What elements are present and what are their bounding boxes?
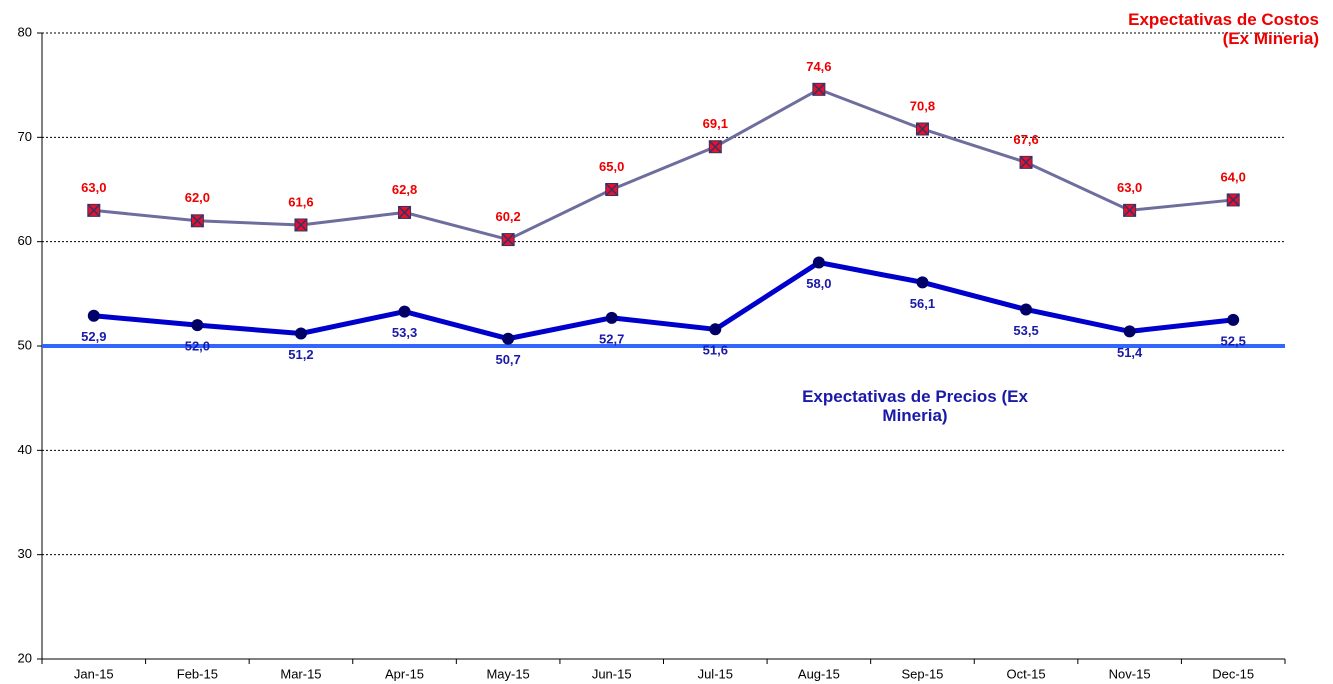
marker-cross <box>1226 193 1240 207</box>
series-line <box>93 259 1234 342</box>
data-label: 65,0 <box>599 159 624 174</box>
data-label: 53,3 <box>392 325 417 340</box>
series-line <box>93 87 1234 242</box>
data-label: 62,8 <box>392 182 417 197</box>
marker-cross <box>915 122 929 136</box>
y-tick-label: 80 <box>18 24 32 39</box>
marker <box>605 311 618 324</box>
x-tick-label: May-15 <box>486 666 529 681</box>
data-label: 52,5 <box>1221 333 1246 348</box>
data-label: 67,6 <box>1013 132 1038 147</box>
marker <box>1123 325 1136 338</box>
x-tick-label: Jun-15 <box>592 666 632 681</box>
y-tick-label: 40 <box>18 442 32 457</box>
marker <box>294 327 307 340</box>
marker-cross <box>1123 203 1137 217</box>
marker-cross <box>190 214 204 228</box>
x-tick-label: Apr-15 <box>385 666 424 681</box>
y-tick-label: 70 <box>18 129 32 144</box>
data-label: 60,2 <box>495 209 520 224</box>
data-label: 64,0 <box>1221 169 1246 184</box>
x-tick-label: Oct-15 <box>1007 666 1046 681</box>
marker <box>191 319 204 332</box>
marker-cross <box>501 233 515 247</box>
x-tick-label: Mar-15 <box>280 666 321 681</box>
data-label: 51,6 <box>703 343 728 358</box>
data-label: 58,0 <box>806 276 831 291</box>
marker <box>916 276 929 289</box>
data-label: 50,7 <box>495 352 520 367</box>
marker-cross <box>294 218 308 232</box>
marker-cross <box>398 205 412 219</box>
marker <box>812 256 825 269</box>
data-label: 63,0 <box>1117 180 1142 195</box>
data-label: 74,6 <box>806 59 831 74</box>
marker-cross <box>1019 155 1033 169</box>
x-tick-label: Aug-15 <box>798 666 840 681</box>
x-tick-label: Nov-15 <box>1109 666 1151 681</box>
marker <box>1227 313 1240 326</box>
marker <box>709 323 722 336</box>
data-label: 62,0 <box>185 190 210 205</box>
marker-cross <box>708 140 722 154</box>
y-tick-label: 50 <box>18 337 32 352</box>
data-label: 52,9 <box>81 329 106 344</box>
y-tick-label: 20 <box>18 650 32 665</box>
series-annotation: Expectativas de Costos (Ex Mineria) <box>1128 10 1319 48</box>
x-tick-label: Jul-15 <box>698 666 733 681</box>
data-label: 70,8 <box>910 98 935 113</box>
data-label: 51,2 <box>288 347 313 362</box>
data-label: 52,7 <box>599 331 624 346</box>
data-label: 53,5 <box>1013 323 1038 338</box>
data-label: 52,0 <box>185 339 210 354</box>
data-label: 69,1 <box>703 116 728 131</box>
marker <box>1020 303 1033 316</box>
marker-cross <box>812 82 826 96</box>
data-label: 63,0 <box>81 180 106 195</box>
data-label: 51,4 <box>1117 345 1143 360</box>
marker <box>398 305 411 318</box>
x-tick-label: Jan-15 <box>74 666 114 681</box>
marker <box>502 332 515 345</box>
x-tick-label: Sep-15 <box>901 666 943 681</box>
y-tick-label: 30 <box>18 546 32 561</box>
y-tick-label: 60 <box>18 233 32 248</box>
data-label: 61,6 <box>288 194 313 209</box>
x-tick-label: Dec-15 <box>1212 666 1254 681</box>
x-tick-label: Feb-15 <box>177 666 218 681</box>
series-annotation: Expectativas de Precios (Ex Mineria) <box>802 387 1028 425</box>
marker-cross <box>87 203 101 217</box>
data-label: 56,1 <box>910 296 935 311</box>
marker <box>87 309 100 322</box>
marker-cross <box>605 182 619 197</box>
